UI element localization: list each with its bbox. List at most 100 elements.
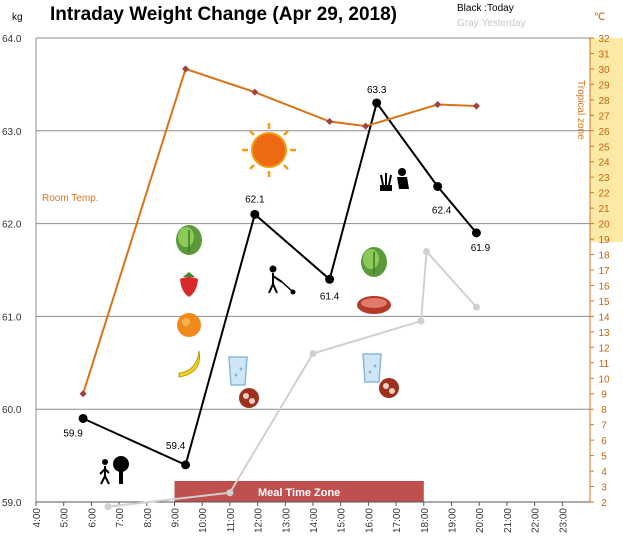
room-temp-label: Room Temp. [42,193,99,204]
room-temp-point [326,117,334,126]
y2-tick-labels: 2345678910111213141516171819202122232425… [598,34,610,509]
today-data-label: 61.4 [320,291,340,302]
y2-tick-label: 7 [601,421,607,432]
yesterday-point [417,317,425,325]
sun-icon [242,123,296,177]
today-data-label: 59.9 [63,428,83,439]
orange-icon [177,313,201,337]
lettuce-icon [176,225,202,255]
y2-tick-label: 23 [598,173,610,184]
today-data-label: 62.1 [245,194,265,205]
room-temp-point [434,100,442,109]
x-tick-label: 6:00 [87,508,98,528]
water-glass-icon [362,353,382,383]
x-tick-label: 13:00 [281,508,292,533]
lettuce-icon [361,247,387,277]
y2-tick-label: 22 [598,189,610,200]
y2-tick-label: 32 [598,34,610,45]
y2-tick-label: 11 [599,359,610,370]
x-tick-label: 23:00 [558,508,569,533]
y-tick-label: 61.0 [2,312,22,323]
strawberry-icon [180,272,198,297]
today-point [372,98,382,108]
y-tick-label: 59.0 [2,498,22,509]
yesterday-point [472,303,480,311]
tropical-zone-label: Tropical zone [575,80,586,140]
x-tick-label: 18:00 [420,508,431,533]
y2-tick-label: 20 [598,220,610,231]
pills-icon [239,388,259,408]
water-glass-icon [228,356,248,386]
y2-tick-label: 5 [601,452,607,463]
gardening-icon [380,168,409,191]
x-tick-label: 7:00 [115,508,126,528]
y2-tick-label: 25 [598,142,610,153]
x-tick-labels: 4:00 5:00 6:00 7:00 8:00 9:00 10:00 11:00 12:00 1… [32,508,569,533]
legend-yesterday: Gray:Yesterday [457,18,526,29]
today-data-label: 61.9 [471,243,491,254]
yesterday-point [309,350,317,358]
tropical-zone-band [590,38,623,242]
x-tick-label: 8:00 [143,508,154,528]
y2-tick-label: 21 [598,204,610,215]
y2-unit-label: ℃ [594,12,605,23]
y-tick-label: 60.0 [2,405,22,416]
y2-tick-label: 30 [598,65,610,76]
pills-icon [379,378,399,398]
y2-tick-label: 28 [598,96,610,107]
y2-tick-label: 10 [598,374,610,385]
x-tick-label: 4:00 [32,508,43,528]
x-tick-label: 11:00 [226,508,237,533]
y2-tick-label: 24 [598,158,610,169]
y2-tick-label: 17 [598,266,610,277]
meal-time-label: Meal Time Zone [258,487,340,499]
today-point [250,209,260,219]
today-point [325,274,335,284]
room-temp-point [79,390,87,398]
today-point [471,228,481,238]
mowing-icon [268,265,296,295]
y2-tick-label: 15 [598,297,610,308]
y-tick-label: 62.0 [2,220,22,231]
x-tick-label: 17:00 [392,508,403,533]
yesterday-point [423,247,431,255]
y2-tick-label: 16 [598,281,610,292]
meal-time-bar [174,481,424,502]
gridlines [36,37,590,503]
x-tick-label: 16:00 [364,508,375,533]
y2-tick-label: 26 [598,127,610,138]
y-unit-label: kg [12,12,23,23]
y-tick-labels: 59.0 60.0 61.0 62.0 63.0 64.0 [2,34,22,509]
y2-tick-label: 2 [601,498,607,509]
series-layer: 59.9 59.4 62.1 61.4 63.3 62.4 61.9 [63,65,491,511]
meal-time-zone: Meal Time Zone [174,481,424,502]
x-tick-label: 22:00 [531,508,542,533]
today-data-label: 62.4 [432,205,452,216]
room-temp-point [251,88,259,96]
yesterday-point [226,489,234,497]
today-point [78,413,88,423]
x-tick-label: 12:00 [254,508,265,533]
today-point [433,181,443,191]
x-tick-label: 15:00 [337,508,348,533]
y2-tick-label: 13 [598,328,610,339]
y2-tick-label: 9 [601,390,607,401]
banana-icon [178,350,201,378]
y2-tick-label: 4 [601,467,607,478]
x-tick-label: 9:00 [171,508,182,528]
room-temp-point [362,122,370,130]
x-tick-label: 20:00 [475,508,486,533]
axes [35,37,594,506]
x-tick-label: 10:00 [198,508,209,533]
y2-tick-label: 18 [598,251,610,262]
today-data-label: 63.3 [367,85,387,96]
x-tick-label: 5:00 [60,508,71,528]
room-temp-point [182,65,190,73]
x-tick-label: 19:00 [448,508,459,533]
yesterday-line [107,249,478,508]
x-tick-label: 21:00 [503,508,514,533]
today-point [181,460,191,470]
y2-tick-label: 6 [601,436,607,447]
y-tick-label: 64.0 [2,34,22,45]
